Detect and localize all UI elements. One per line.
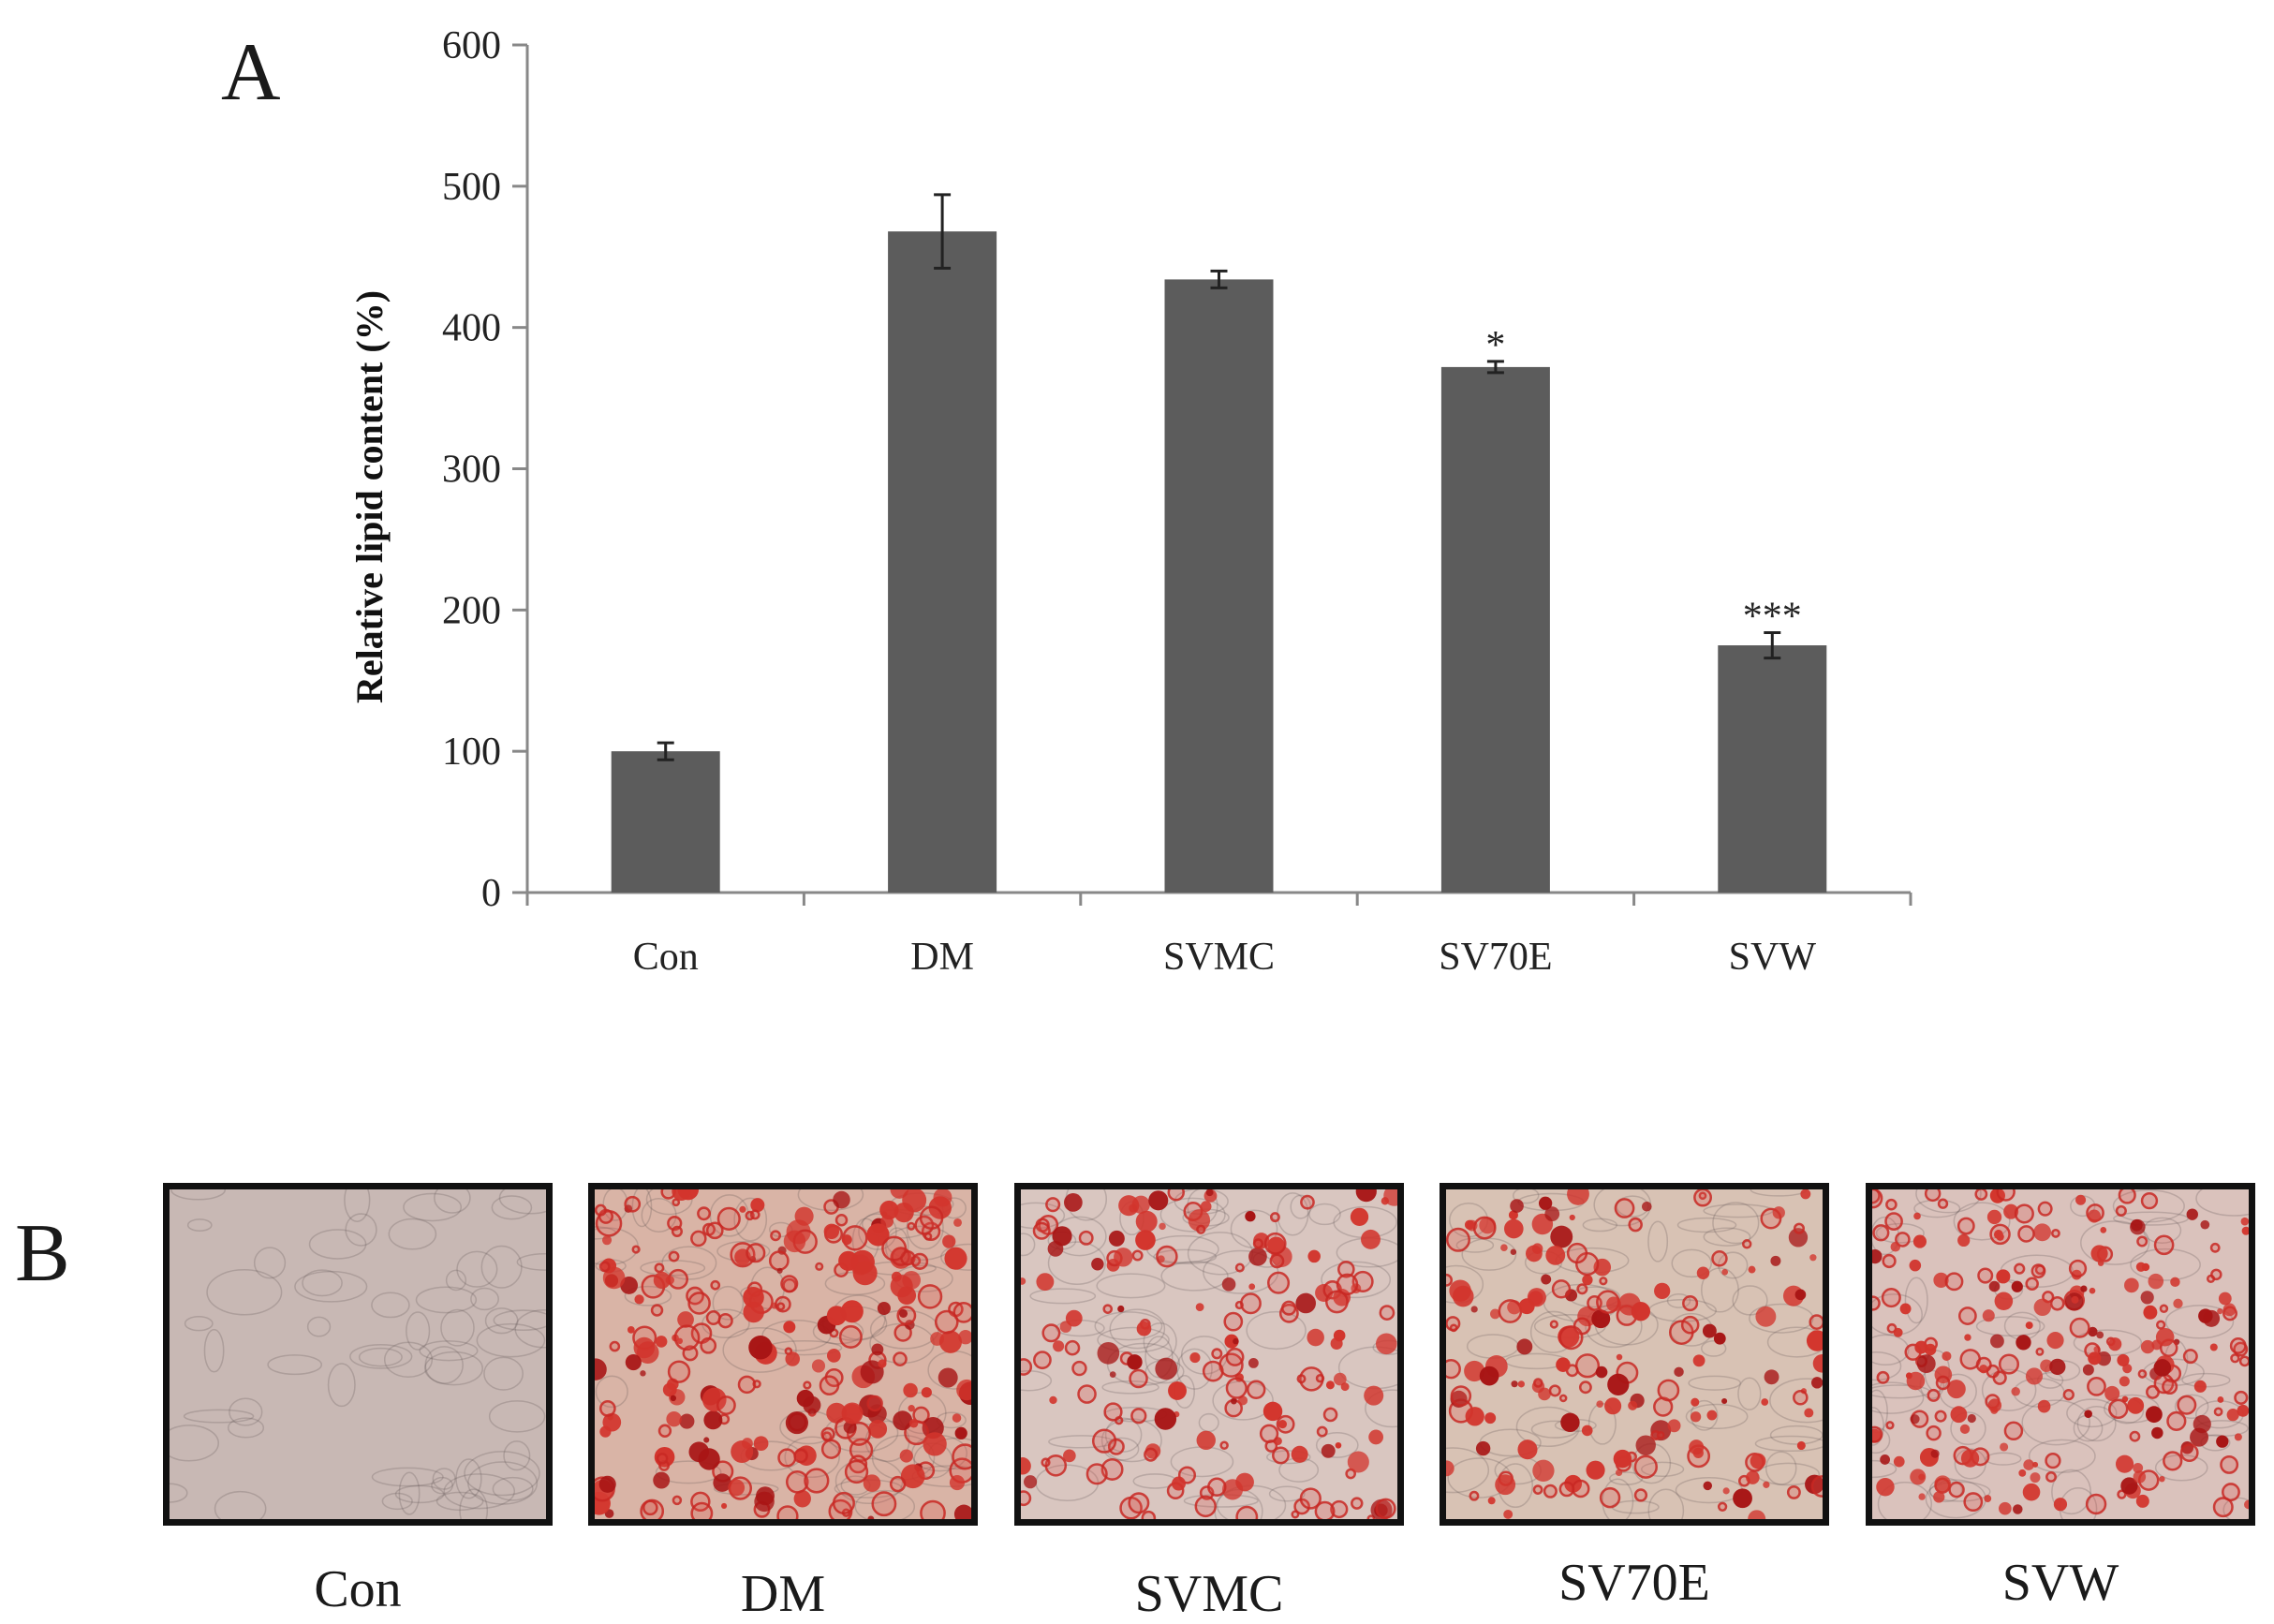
y-tick-label: 0: [481, 872, 501, 915]
x-tick-label: Con: [633, 936, 699, 979]
micrograph-label: SVMC: [1134, 1565, 1284, 1623]
y-axis-label: Relative lipid content (%): [348, 290, 391, 703]
y-tick-label: 400: [442, 307, 501, 350]
micrograph-svw: [1866, 1183, 2255, 1526]
micrograph-con: [163, 1183, 553, 1526]
significance-marker: *: [1485, 324, 1505, 367]
micrograph-label: DM: [740, 1565, 826, 1623]
y-tick-label: 500: [442, 166, 501, 209]
y-tick-label: 600: [442, 24, 501, 67]
micrograph-dm: [588, 1183, 978, 1526]
micrograph-image: [595, 1189, 971, 1519]
micrograph-svmc: [1014, 1183, 1404, 1526]
micrograph-label: Con: [314, 1560, 402, 1618]
bar-sv70e: [1440, 366, 1550, 893]
micrograph-label: SV70E: [1558, 1554, 1710, 1612]
micrograph-image: [170, 1189, 546, 1519]
x-tick-label: SVW: [1729, 936, 1817, 979]
bar-con: [611, 751, 720, 893]
y-tick-label: 300: [442, 449, 501, 492]
x-tick-label: SVMC: [1163, 936, 1275, 979]
micrograph-sv70e: [1440, 1183, 1829, 1526]
bar-svw: [1718, 645, 1827, 893]
panel-b-label: B: [15, 1208, 70, 1299]
x-tick-label: SV70E: [1439, 936, 1552, 979]
bar-chart: 0 100 200 300 400 500 600 Con DM SVMC SV70E * SVW ***…: [348, 24, 1912, 979]
micrograph-label: SVW: [2001, 1554, 2119, 1612]
bar-dm: [888, 231, 997, 893]
micrograph-image: [1446, 1189, 1823, 1519]
micrograph-image: [1021, 1189, 1397, 1519]
micrograph-image: [1872, 1189, 2249, 1519]
y-tick-label: 200: [442, 589, 501, 632]
bar-svmc: [1164, 279, 1274, 893]
significance-marker: ***: [1743, 595, 1802, 638]
x-tick-label: DM: [910, 936, 974, 979]
y-tick-label: 100: [442, 731, 501, 774]
panel-a-label: A: [221, 27, 281, 118]
